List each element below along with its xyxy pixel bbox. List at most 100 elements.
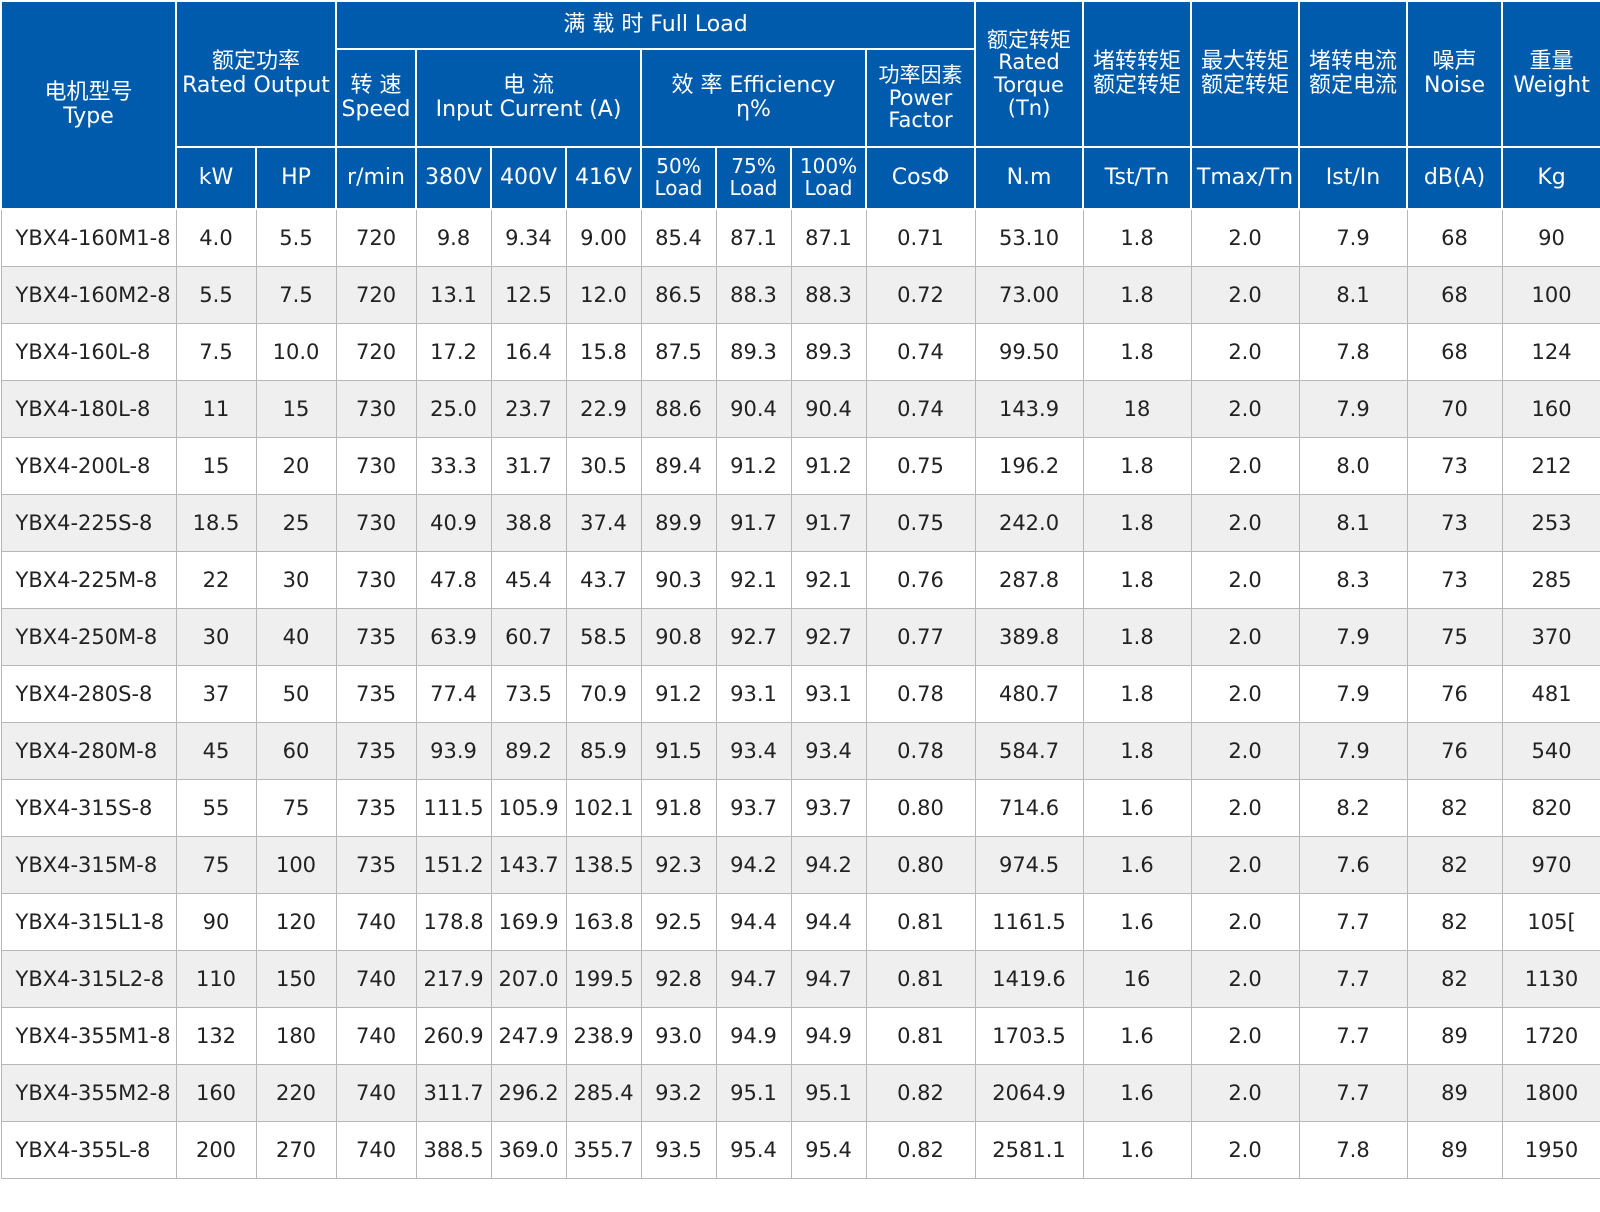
- cell-rated-torque: 584.7: [974, 722, 1084, 780]
- cell-rated-torque: 99.50: [974, 323, 1084, 381]
- cell-eff-100: 92.1: [790, 551, 867, 609]
- cell-noise: 82: [1406, 779, 1503, 837]
- unit-load-100: 100% Load: [790, 146, 868, 210]
- header-locked-current-zh1: 堵转电流: [1309, 49, 1398, 75]
- cell-weight: 253: [1501, 494, 1600, 552]
- cell-hp: 75: [255, 779, 337, 837]
- cell-eff-100: 94.4: [790, 893, 867, 951]
- table-row: YBX4-200L-8 15 20 730 33.3 31.7 30.5 89.4 91.2 91…: [0, 437, 1600, 495]
- cell-speed: 735: [335, 836, 417, 894]
- cell-current-400v: 12.5: [490, 266, 567, 324]
- cell-eff-75: 95.1: [715, 1064, 792, 1122]
- cell-eff-75: 90.4: [715, 380, 792, 438]
- cell-type: YBX4-160M2-8: [0, 266, 177, 324]
- cell-tmax-tn: 2.0: [1190, 551, 1300, 609]
- cell-noise: 82: [1406, 836, 1503, 894]
- cell-kw: 90: [175, 893, 257, 951]
- unit-tmax-tn: Tmax/Tn: [1190, 146, 1301, 210]
- header-locked-current: 堵转电流 额定电流: [1298, 0, 1409, 148]
- cell-eff-75: 91.7: [715, 494, 792, 552]
- cell-rated-torque: 143.9: [974, 380, 1084, 438]
- cell-speed: 720: [335, 208, 417, 267]
- cell-power-factor: 0.81: [865, 1007, 976, 1065]
- cell-hp: 50: [255, 665, 337, 723]
- cell-eff-50: 91.8: [640, 779, 717, 837]
- cell-eff-100: 95.4: [790, 1121, 867, 1179]
- cell-tst-tn: 1.8: [1082, 722, 1192, 780]
- header-type: 电机型号 Type: [0, 0, 177, 210]
- cell-eff-75: 94.9: [715, 1007, 792, 1065]
- cell-noise: 76: [1406, 665, 1503, 723]
- cell-speed: 720: [335, 323, 417, 381]
- cell-power-factor: 0.77: [865, 608, 976, 666]
- cell-eff-50: 91.2: [640, 665, 717, 723]
- cell-rated-torque: 53.10: [974, 208, 1084, 267]
- cell-noise: 68: [1406, 266, 1503, 324]
- cell-current-380v: 17.2: [415, 323, 492, 381]
- table-row: YBX4-160M2-8 5.5 7.5 720 13.1 12.5 12.0 86.5 88.…: [0, 266, 1600, 324]
- unit-416v: 416V: [565, 146, 643, 210]
- cell-weight: 1720: [1501, 1007, 1600, 1065]
- cell-eff-50: 85.4: [640, 208, 717, 267]
- cell-hp: 150: [255, 950, 337, 1008]
- cell-eff-50: 93.5: [640, 1121, 717, 1179]
- cell-tst-tn: 1.6: [1082, 779, 1192, 837]
- cell-eff-75: 93.7: [715, 779, 792, 837]
- cell-power-factor: 0.71: [865, 208, 976, 267]
- cell-tmax-tn: 2.0: [1190, 266, 1300, 324]
- unit-load-75-pct: 75%: [731, 154, 776, 179]
- cell-kw: 4.0: [175, 208, 257, 267]
- cell-type: YBX4-225S-8: [0, 494, 177, 552]
- cell-noise: 73: [1406, 494, 1503, 552]
- cell-type: YBX4-180L-8: [0, 380, 177, 438]
- cell-ist-in: 8.1: [1298, 494, 1408, 552]
- cell-hp: 120: [255, 893, 337, 951]
- cell-hp: 5.5: [255, 208, 337, 267]
- cell-current-416v: 163.8: [565, 893, 642, 951]
- cell-power-factor: 0.78: [865, 722, 976, 780]
- cell-power-factor: 0.78: [865, 665, 976, 723]
- cell-current-380v: 178.8: [415, 893, 492, 951]
- cell-current-380v: 77.4: [415, 665, 492, 723]
- cell-current-380v: 311.7: [415, 1064, 492, 1122]
- header-rated-output-en: Rated Output: [182, 73, 330, 98]
- cell-ist-in: 7.9: [1298, 208, 1408, 267]
- cell-power-factor: 0.80: [865, 836, 976, 894]
- cell-current-416v: 138.5: [565, 836, 642, 894]
- cell-current-380v: 260.9: [415, 1007, 492, 1065]
- header-locked-current-zh2: 额定电流: [1309, 73, 1398, 98]
- header-type-zh: 电机型号: [44, 80, 133, 106]
- cell-weight: 481: [1501, 665, 1600, 723]
- cell-power-factor: 0.74: [865, 380, 976, 438]
- cell-current-380v: 40.9: [415, 494, 492, 552]
- cell-ist-in: 7.7: [1298, 1007, 1408, 1065]
- cell-kw: 7.5: [175, 323, 257, 381]
- unit-kw: kW: [175, 146, 257, 210]
- cell-speed: 730: [335, 437, 417, 495]
- table-row: YBX4-355M1-8 132 180 740 260.9 247.9 238.9 93.0…: [0, 1007, 1600, 1065]
- header-noise: 噪声 Noise: [1406, 0, 1504, 148]
- header-rated-output: 额定功率 Rated Output: [174, 0, 338, 148]
- cell-ist-in: 7.7: [1298, 950, 1408, 1008]
- cell-current-416v: 43.7: [565, 551, 642, 609]
- cell-tmax-tn: 2.0: [1190, 722, 1300, 780]
- header-rated-torque-en3: (Tn): [1007, 95, 1051, 120]
- cell-type: YBX4-160L-8: [0, 323, 177, 381]
- cell-eff-75: 92.1: [715, 551, 792, 609]
- cell-current-380v: 111.5: [415, 779, 492, 837]
- unit-load-100-pct: 100%: [799, 154, 858, 179]
- cell-eff-50: 92.3: [640, 836, 717, 894]
- cell-type: YBX4-315S-8: [0, 779, 177, 837]
- cell-weight: 90: [1501, 208, 1600, 267]
- cell-current-400v: 60.7: [490, 608, 567, 666]
- cell-noise: 76: [1406, 722, 1503, 780]
- cell-current-380v: 63.9: [415, 608, 492, 666]
- cell-current-400v: 296.2: [490, 1064, 567, 1122]
- cell-current-416v: 85.9: [565, 722, 642, 780]
- cell-tst-tn: 1.8: [1082, 437, 1192, 495]
- header-speed: 转 速 Speed: [335, 48, 418, 148]
- cell-power-factor: 0.74: [865, 323, 976, 381]
- cell-rated-torque: 389.8: [974, 608, 1084, 666]
- header-locked-torque-zh2: 额定转矩: [1093, 73, 1182, 98]
- cell-speed: 735: [335, 779, 417, 837]
